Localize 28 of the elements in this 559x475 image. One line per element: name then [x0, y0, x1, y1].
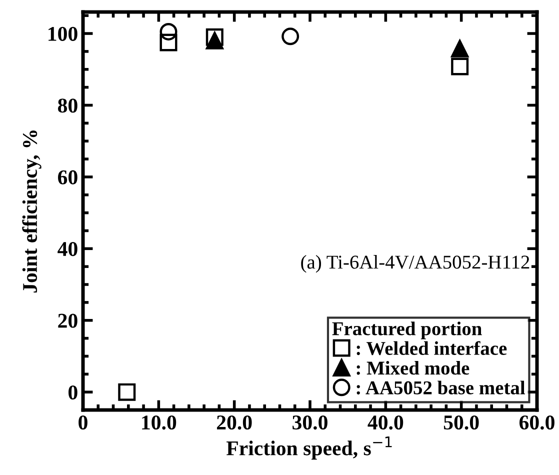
y-tick-label: 100 [48, 26, 78, 41]
x-tick-label: 60.0 [519, 415, 554, 430]
x-tick-label: 30.0 [292, 415, 328, 430]
y-axis-title: Joint efficiency, % [22, 130, 42, 293]
legend-label: : Welded interface [356, 341, 507, 356]
x-tick-label: 10.0 [142, 415, 176, 430]
x-tick-label: 20.0 [216, 415, 252, 430]
point [282, 28, 300, 46]
point [206, 32, 224, 50]
point [451, 40, 469, 58]
point [160, 22, 178, 40]
point [160, 34, 178, 52]
point [118, 383, 136, 401]
point [451, 58, 469, 76]
y-tick-label: 60 [58, 170, 78, 184]
x-tick-label: 0 [78, 415, 88, 430]
y-tick-label: 20 [58, 314, 78, 328]
legend-title: Fractured portion [332, 322, 482, 340]
y-tick-label: 40 [58, 242, 78, 256]
y-tick-label: 80 [58, 98, 78, 113]
y-tick-label: 0 [68, 385, 78, 400]
x-tick-label: 40.0 [368, 415, 404, 430]
legend-label: : Mixed mode [356, 361, 470, 375]
legend-label: : AA5052 base metal [356, 380, 525, 394]
x-axis-title: Friction speed, s$^{−1}$ [226, 436, 392, 460]
x-tick-label: 50.0 [444, 415, 479, 430]
annotation: (a) Ti-6Al-4V/AA5052-H112 [301, 255, 530, 273]
point [206, 28, 224, 46]
